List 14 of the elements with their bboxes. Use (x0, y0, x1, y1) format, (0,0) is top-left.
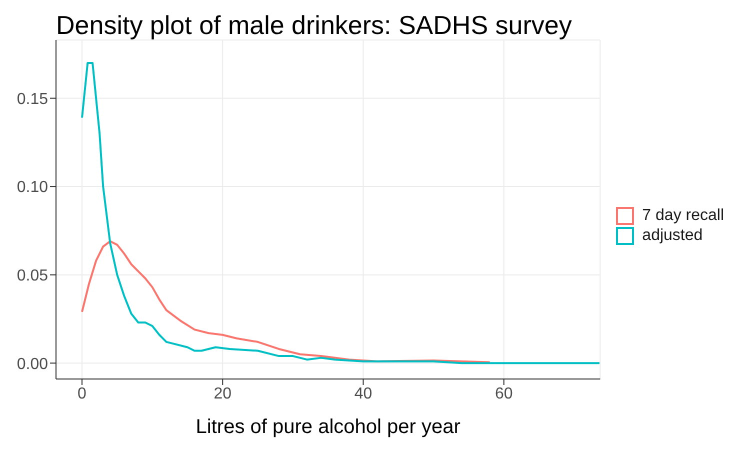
y-tick-label: 0.00 (16, 356, 48, 373)
x-tick-label: 60 (494, 385, 513, 402)
legend-label: adjusted (642, 226, 703, 244)
y-tick-label: 0.15 (16, 90, 48, 108)
chart-title: Density plot of male drinkers: SADHS survey (56, 10, 572, 41)
y-tick-label: 0.05 (16, 268, 48, 285)
y-tick-label: 0.10 (16, 179, 48, 196)
legend-label: 7 day recall (642, 206, 724, 224)
line-series (81, 62, 600, 364)
x-tick-label: 40 (354, 385, 372, 402)
line-series (81, 240, 491, 364)
x-tick-label: 20 (214, 385, 232, 402)
x-axis-title: Litres of pure alcohol per year (196, 416, 461, 438)
x-tick-label: 0 (78, 385, 87, 402)
